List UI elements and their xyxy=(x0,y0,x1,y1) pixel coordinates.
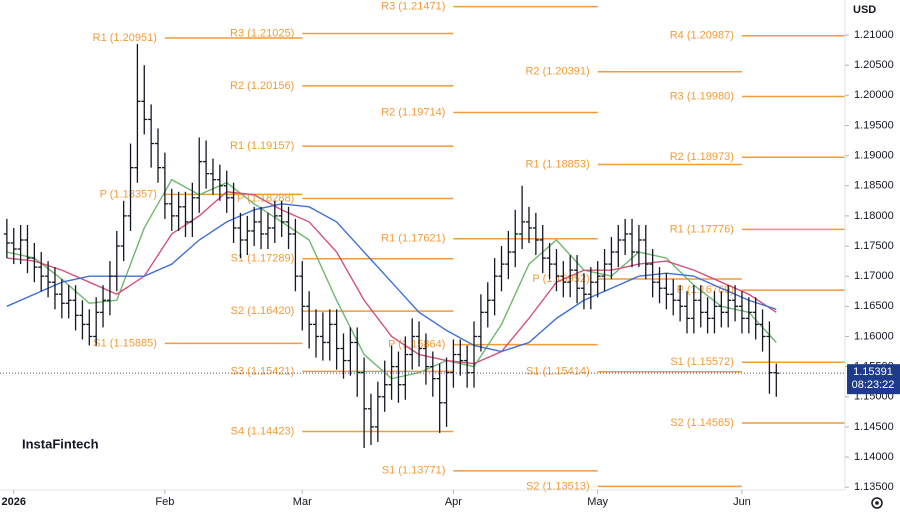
currency[interactable]: USD xyxy=(853,4,876,16)
gear[interactable] xyxy=(871,497,883,509)
pivot-label: S2 (1.14565) xyxy=(670,417,734,429)
pivot-label: R2 (1.18973) xyxy=(670,151,734,163)
pivot-label: R2 (1.20156) xyxy=(230,80,294,92)
pivot-label: S4 (1.14423) xyxy=(231,425,295,437)
moving-average xyxy=(6,191,777,365)
pivot-label: S2 (1.16420) xyxy=(231,305,295,317)
pivot-label: R1 (1.17621) xyxy=(381,233,445,245)
pivot-label: S1 (1.17289) xyxy=(231,253,295,265)
pivot-label: R1 (1.20951) xyxy=(93,32,157,44)
pivot-label: R4 (1.20987) xyxy=(670,30,734,42)
pivot-label: S3 (1.15421) xyxy=(231,365,295,377)
axes: 1.135001.140001.145001.150001.155001.160… xyxy=(1,29,900,508)
pivot-label: R1 (1.18853) xyxy=(525,158,589,170)
y-tick-label: 1.18500 xyxy=(854,180,894,192)
y-tick-label: 1.14500 xyxy=(854,421,894,433)
pivot-label: R3 (1.21025) xyxy=(230,27,294,39)
x-tick-label: Feb xyxy=(155,496,174,508)
price-box xyxy=(847,364,900,395)
pivot-label: R3 (1.21471) xyxy=(381,1,445,13)
logo: InstaFintech xyxy=(22,436,99,451)
y-tick-label: 1.13500 xyxy=(854,481,894,493)
x-tick-label: Apr xyxy=(445,496,462,508)
logo-bg xyxy=(16,432,96,458)
pivot-label: R3 (1.19980) xyxy=(670,90,734,102)
pivot-label: P (1.16952) xyxy=(532,273,589,285)
y-tick-label: 1.19000 xyxy=(854,150,894,162)
pivot-label: S1 (1.15885) xyxy=(93,337,157,349)
x-tick-label: Jun xyxy=(733,496,751,508)
pivot-label: S2 (1.13513) xyxy=(526,480,590,492)
pivot-label: R2 (1.20391) xyxy=(525,66,589,78)
pivot-label: P (1.18357) xyxy=(100,188,157,200)
price-time: 08:23:22 xyxy=(852,379,895,391)
x-tick-label: May xyxy=(587,496,608,508)
pivot-label: S1 (1.15414) xyxy=(526,366,590,378)
moving-average xyxy=(6,203,777,353)
settings-icon[interactable] xyxy=(871,497,883,509)
y-tick-label: 1.14000 xyxy=(854,451,894,463)
price-axis xyxy=(845,0,900,510)
pivot-label: R2 (1.19714) xyxy=(381,106,445,118)
x-tick-label: 2026 xyxy=(1,496,25,508)
y-tick-label: 1.17500 xyxy=(854,240,894,252)
pivot-label: R1 (1.19157) xyxy=(230,140,294,152)
y-tick-label: 1.20000 xyxy=(854,89,894,101)
pivot-label: P (1.15864) xyxy=(388,339,445,351)
price-label: 1.15391 xyxy=(853,366,893,378)
y-tick-label: 1.18000 xyxy=(854,210,894,222)
y-tick-label: 1.16000 xyxy=(854,330,894,342)
y-tick-label: 1.20500 xyxy=(854,59,894,71)
plot-area: R1 (1.20951) P (1.18357) S1 (1.15885) R3 (1… xyxy=(0,1,845,492)
pivot-label: R1 (1.17776) xyxy=(670,223,734,235)
pivot-label: S1 (1.13771) xyxy=(382,465,446,477)
x-tick-label: Mar xyxy=(293,496,312,508)
y-tick-label: 1.17000 xyxy=(854,270,894,282)
y-tick-label: 1.16500 xyxy=(854,300,894,312)
pivot-label: S1 (1.15572) xyxy=(670,356,734,368)
gear-center[interactable] xyxy=(875,501,879,505)
y-tick-label: 1.19500 xyxy=(854,119,894,131)
y-tick-label: 1.21000 xyxy=(854,29,894,41)
